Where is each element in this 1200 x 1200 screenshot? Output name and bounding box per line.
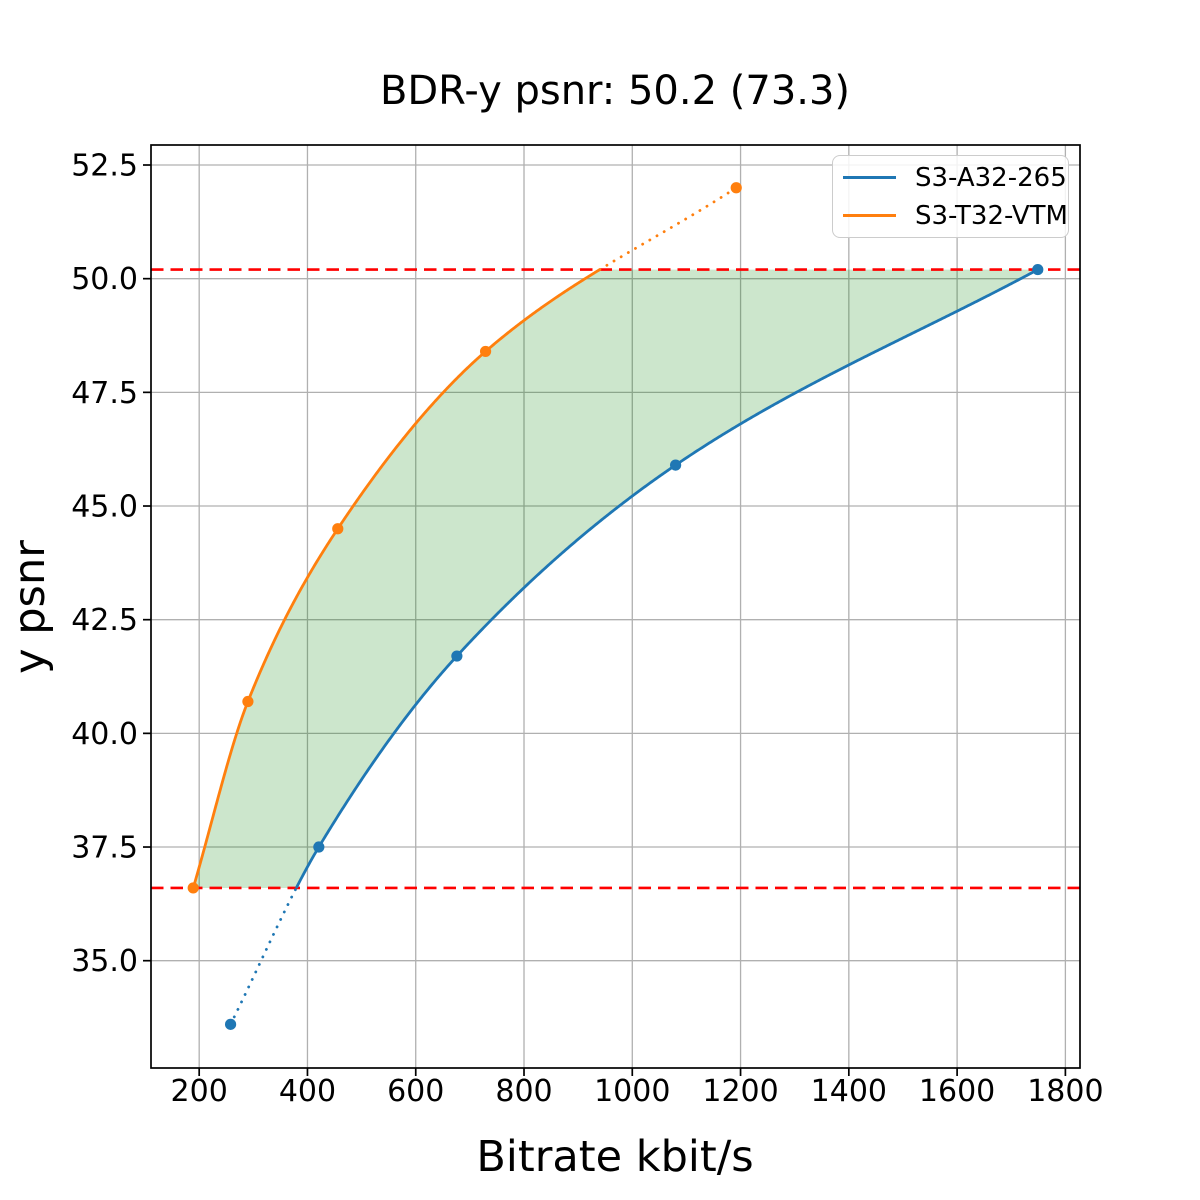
x-tick-label: 600 [387, 1074, 444, 1109]
x-tick-label: 200 [171, 1074, 228, 1109]
chart-title: BDR-y psnr: 50.2 (73.3) [380, 68, 850, 114]
y-tick-label: 45.0 [71, 490, 138, 525]
data-point-marker [313, 841, 325, 853]
x-tick-label: 400 [279, 1074, 336, 1109]
series-curve [191, 268, 601, 889]
data-point-marker [332, 523, 344, 535]
y-tick-label: 37.5 [71, 831, 138, 866]
x-tick-label: 800 [495, 1074, 552, 1109]
series-curve-dotted [598, 186, 738, 271]
data-point-marker [224, 1018, 237, 1030]
legend-label: S3-A32-265 [915, 162, 1067, 193]
data-point-marker [187, 882, 199, 894]
x-axis-label: Bitrate kbit/s [476, 1132, 753, 1182]
series-curve-dotted [229, 886, 298, 1026]
y-tick-label: 40.0 [71, 717, 138, 752]
legend-label: S3-T32-VTM [915, 200, 1068, 231]
legend-line-sample-blue [843, 176, 896, 179]
x-tick-label: 1000 [594, 1074, 670, 1109]
legend: S3-A32-265 S3-T32-VTM [832, 155, 1069, 238]
axes-spines [150, 144, 1081, 1069]
data-point-marker [669, 459, 682, 471]
y-tick-label: 42.5 [71, 603, 138, 638]
x-tick-label: 1600 [919, 1074, 995, 1109]
data-point-marker [479, 345, 492, 358]
y-tick-label: 35.0 [71, 944, 138, 979]
y-axis-label: y psnr [5, 540, 55, 674]
data-point-marker [730, 182, 742, 194]
data-point-marker [451, 650, 463, 662]
x-tick-label: 1200 [702, 1074, 778, 1109]
y-tick-label: 47.5 [71, 376, 138, 411]
series-curve [295, 268, 1039, 889]
legend-line-sample-orange [843, 214, 896, 217]
x-tick-label: 1400 [811, 1074, 887, 1109]
data-point-marker [1032, 263, 1044, 276]
legend-item-s3-a32-265: S3-A32-265 [843, 162, 1068, 193]
y-tick-label: 52.5 [71, 149, 138, 184]
y-tick-label: 50.0 [71, 262, 138, 297]
data-point-marker [242, 695, 254, 708]
legend-item-s3-t32-vtm: S3-T32-VTM [843, 200, 1068, 231]
x-tick-label: 1800 [1027, 1074, 1103, 1109]
overlap-band [193, 269, 1038, 888]
